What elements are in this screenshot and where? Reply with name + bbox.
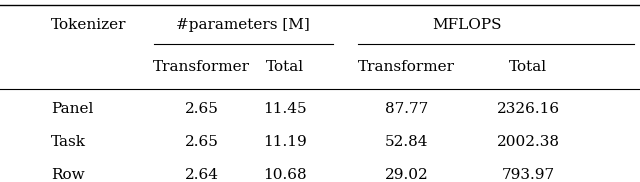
Text: 2.65: 2.65 <box>185 135 218 149</box>
Text: MFLOPS: MFLOPS <box>433 19 502 32</box>
Text: Row: Row <box>51 168 85 182</box>
Text: 2.65: 2.65 <box>185 102 218 116</box>
Text: Task: Task <box>51 135 86 149</box>
Text: 11.19: 11.19 <box>263 135 307 149</box>
Text: Total: Total <box>509 60 547 74</box>
Text: 52.84: 52.84 <box>385 135 428 149</box>
Text: 29.02: 29.02 <box>385 168 428 182</box>
Text: Transformer: Transformer <box>153 60 250 74</box>
Text: Transformer: Transformer <box>358 60 455 74</box>
Text: 11.45: 11.45 <box>263 102 307 116</box>
Text: 2.64: 2.64 <box>184 168 219 182</box>
Text: 793.97: 793.97 <box>501 168 555 182</box>
Text: Panel: Panel <box>51 102 93 116</box>
Text: Tokenizer: Tokenizer <box>51 19 127 32</box>
Text: 87.77: 87.77 <box>385 102 428 116</box>
Text: Total: Total <box>266 60 304 74</box>
Text: 10.68: 10.68 <box>263 168 307 182</box>
Text: 2326.16: 2326.16 <box>497 102 559 116</box>
Text: 2002.38: 2002.38 <box>497 135 559 149</box>
Text: #parameters [M]: #parameters [M] <box>177 19 310 32</box>
